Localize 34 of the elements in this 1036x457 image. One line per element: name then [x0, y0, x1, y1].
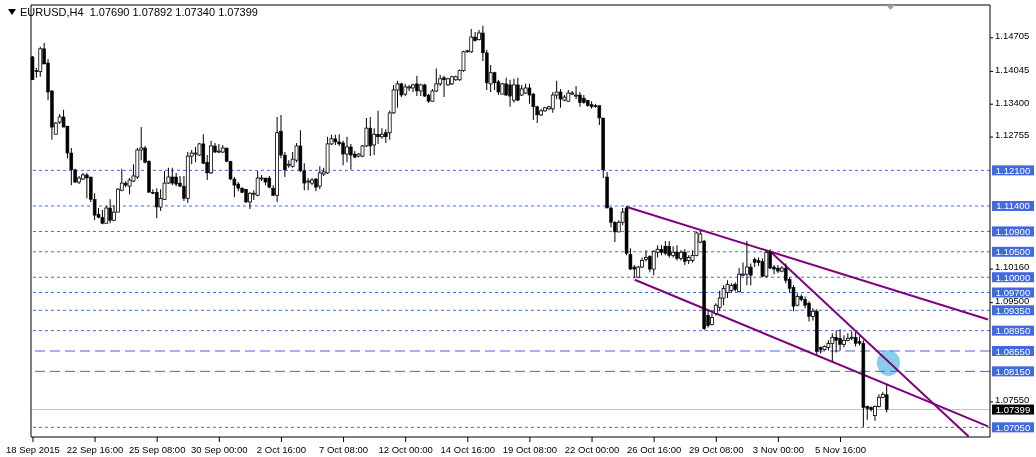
y-tick-label: 1.14705	[995, 30, 1030, 42]
ref-line-label: 1.10500	[995, 246, 1031, 258]
x-tick-label: 18 Sep 2015	[6, 444, 60, 455]
x-tick-label: 12 Oct 00:00	[378, 444, 433, 455]
y-tick-label: 1.10160	[995, 261, 1030, 273]
ref-line-label: 1.10000	[995, 271, 1031, 283]
x-tick-label: 2 Oct 16:00	[256, 444, 306, 455]
x-tick-label: 14 Oct 16:00	[440, 444, 495, 455]
ref-line-label: 1.08550	[995, 345, 1031, 357]
x-tick-label: 22 Sep 16:00	[66, 444, 124, 455]
y-tick-label: 1.13400	[995, 96, 1030, 108]
x-tick-label: 26 Oct 16:00	[626, 444, 682, 455]
y-tick-label: 1.07550	[995, 394, 1030, 406]
ref-line-label: 1.11400	[996, 200, 1030, 212]
ref-line-label: 1.10900	[995, 225, 1031, 237]
ref-line-label: 1.07399	[995, 404, 1031, 416]
x-tick-label: 30 Sep 00:00	[191, 444, 248, 455]
x-tick-label: 25 Sep 08:00	[128, 444, 186, 455]
x-tick-label: 22 Oct 00:00	[564, 444, 620, 455]
y-tick-label: 1.12755	[995, 129, 1030, 141]
x-tick-label: 3 Nov 00:00	[752, 444, 805, 455]
x-tick-label: 7 Oct 08:00	[318, 444, 369, 455]
y-tick-label: 1.14045	[995, 63, 1030, 75]
ref-line-label: 1.12100	[995, 164, 1031, 176]
x-tick-label: 5 Nov 16:00	[814, 444, 867, 455]
y-tick-label: 1.09500	[995, 295, 1030, 307]
x-tick-label: 19 Oct 08:00	[502, 444, 558, 455]
x-tick-label: 29 Oct 08:00	[689, 444, 744, 455]
chart-title: EURUSD,H4 1.07690 1.07892 1.07340 1.07399	[20, 6, 258, 18]
ref-line-label: 1.09700	[995, 286, 1031, 298]
ref-line-label: 1.09350	[995, 304, 1031, 316]
ref-line-label: 1.07050	[995, 421, 1031, 433]
ref-line-label: 1.08950	[995, 325, 1031, 337]
ref-line-label: 1.08150	[995, 365, 1031, 377]
